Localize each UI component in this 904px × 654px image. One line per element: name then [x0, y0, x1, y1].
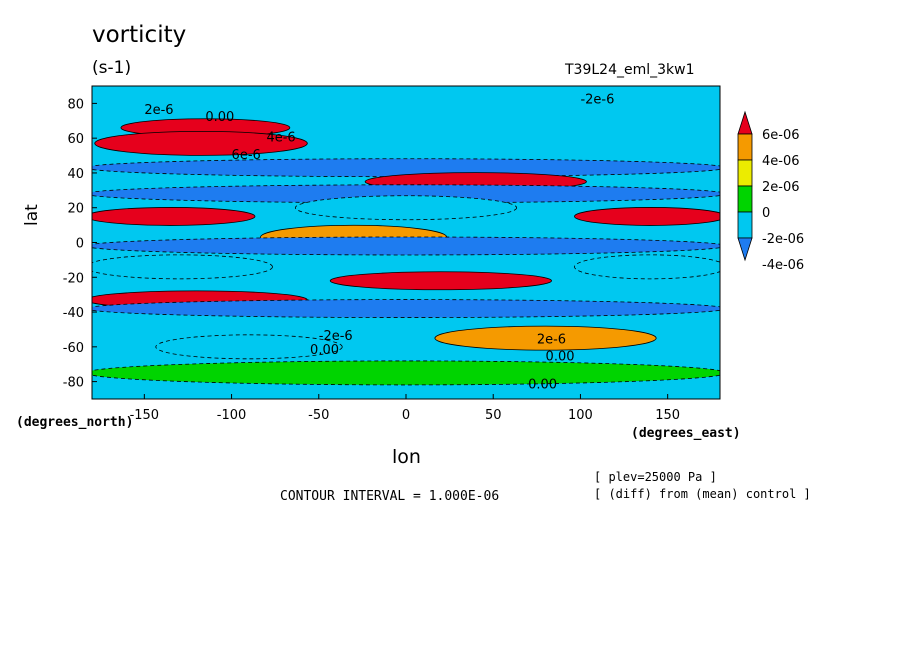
colorbar-swatch [737, 159, 753, 187]
vorticity-region-6 [574, 207, 720, 226]
x-tick-label: 100 [568, 408, 593, 423]
x-tick-label: 50 [485, 408, 502, 423]
colorbar-swatch [737, 133, 753, 161]
annotation-diff: [ (diff) from (mean) control ] [594, 487, 811, 501]
contour-label: 2e-6 [144, 103, 173, 118]
colorbar-top-arrow [737, 110, 753, 135]
x-axis-label: lon [392, 446, 421, 468]
vorticity-region-15 [434, 325, 657, 351]
vorticity-region-12 [329, 271, 552, 291]
y-tick-label: -60 [63, 341, 84, 356]
contour-label: -2e-6 [319, 329, 353, 344]
colorbar-swatch [737, 185, 753, 213]
contour-label: 0.00 [528, 378, 557, 393]
vorticity-region-5 [92, 207, 256, 226]
contour-interval: CONTOUR INTERVAL = 1.000E-06 [280, 489, 500, 504]
colorbar-bottom-arrow [737, 237, 753, 262]
colorbar-label: -2e-06 [762, 232, 804, 247]
vorticity-region-7 [294, 195, 518, 221]
vorticity-region-11 [574, 254, 720, 280]
x-tick-label: -150 [130, 408, 160, 423]
x-tick-label: 0 [402, 408, 410, 423]
vorticity-region-16 [155, 334, 343, 360]
x-tick-label: -50 [308, 408, 329, 423]
colorbar-label: 6e-06 [762, 128, 800, 143]
y-tick-label: 20 [67, 202, 84, 217]
contour-label: 4e-6 [266, 131, 295, 146]
colorbar-label: -4e-06 [762, 258, 804, 273]
y-axis: -80 -60 -40 -20 0 20 40 60 80 [63, 97, 97, 391]
vorticity-region-4 [92, 184, 720, 204]
colorbar-label: 4e-06 [762, 154, 800, 169]
contour-labels: 2e-6 0.004e-66e-6-2e-60.00-2e-60.002e-60.… [144, 92, 614, 392]
contour-label: 2e-6 [537, 332, 566, 347]
vorticity-field [92, 86, 720, 399]
annotation-plev: [ plev=25000 Pa ] [594, 470, 717, 484]
colorbar-swatch [737, 211, 753, 239]
y-tick-label: 40 [67, 167, 84, 182]
x-tick-label: 150 [655, 408, 680, 423]
colorbar: 6e-06 4e-06 2e-06 0 -2e-06 -4e-06 [737, 110, 804, 273]
contour-label: -2e-6 [580, 92, 614, 107]
vorticity-region-10 [92, 254, 273, 280]
x-axis: -150 -100 -50 0 50 100 150 [130, 394, 680, 423]
y-tick-label: -20 [63, 271, 84, 286]
vorticity-region-9 [92, 236, 720, 256]
vorticity-region-14 [92, 299, 720, 318]
x-tick-label: -100 [217, 408, 247, 423]
y-tick-label: 60 [67, 132, 84, 147]
y-tick-label: 80 [67, 97, 84, 112]
chart-units: (s-1) [92, 58, 132, 78]
contour-label: 6e-6 [232, 148, 261, 163]
chart-title: vorticity [92, 22, 187, 48]
colorbar-label: 2e-06 [762, 180, 800, 195]
y-axis-label: lat [22, 204, 42, 226]
contour-label: 0.00 [310, 343, 339, 358]
run-name: T39L24_eml_3kw1 [565, 62, 695, 78]
x-axis-units: (degrees_east) [631, 426, 741, 441]
contour-label: 0.00 [205, 110, 234, 125]
contour-label: 0.00 [546, 350, 575, 365]
y-tick-label: 0 [76, 237, 84, 252]
vorticity-region-2 [92, 158, 720, 178]
y-axis-units: (degrees_north) [16, 415, 134, 430]
y-tick-label: -80 [63, 376, 84, 391]
vorticity-region-17 [92, 360, 720, 386]
colorbar-label: 0 [762, 206, 770, 221]
y-tick-label: -40 [63, 306, 84, 321]
vorticity-region-1 [94, 130, 308, 156]
